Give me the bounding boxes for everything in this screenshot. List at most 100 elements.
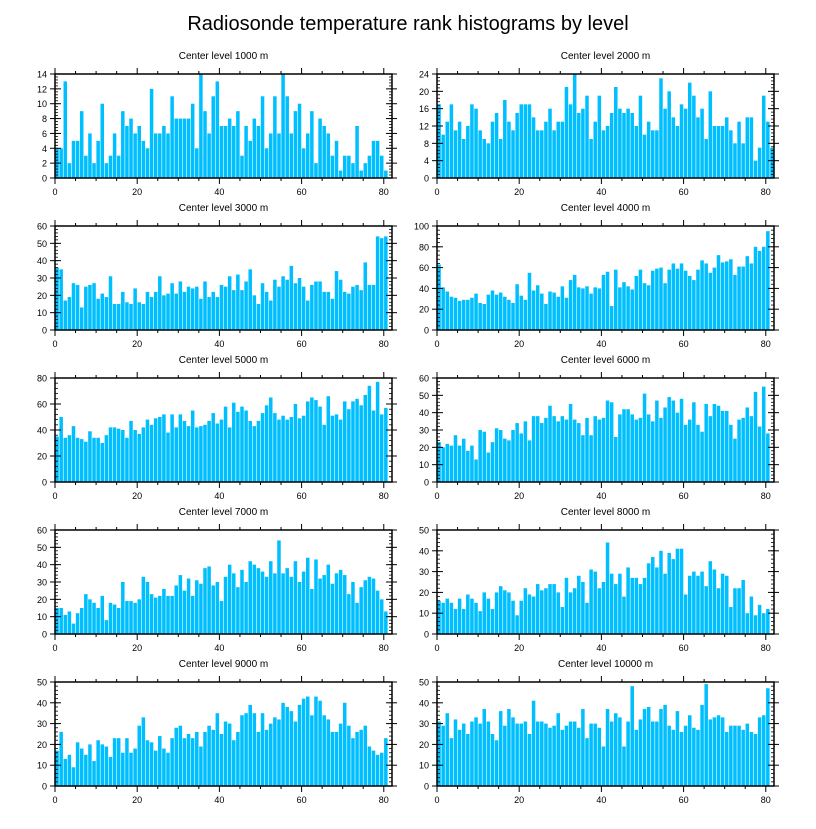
histogram-bar [523, 421, 528, 482]
histogram-bar [190, 595, 195, 634]
histogram-bar [375, 754, 380, 786]
y-tick-label: 20 [37, 291, 47, 301]
histogram-bar [162, 126, 166, 178]
histogram-bar [659, 78, 663, 178]
histogram-bar [552, 416, 556, 482]
histogram-bar [318, 281, 322, 330]
histogram-bar [437, 721, 441, 786]
histogram-bar [326, 291, 331, 330]
histogram-bar [712, 717, 717, 786]
histogram-bar [667, 552, 671, 634]
histogram-bar [281, 415, 285, 482]
histogram-bar [507, 440, 511, 482]
histogram-bar [232, 573, 236, 634]
y-tick-label: 50 [37, 678, 47, 688]
y-tick-label: 24 [419, 70, 429, 80]
histogram-bar [195, 286, 199, 330]
histogram-bar [449, 445, 454, 482]
histogram-bar [704, 139, 708, 178]
histogram-bar [297, 582, 302, 634]
histogram-bar [137, 126, 142, 178]
histogram-bar [281, 74, 285, 178]
histogram-bar [342, 575, 347, 634]
histogram-bar [104, 620, 109, 634]
histogram-bar [219, 419, 224, 482]
histogram-bar [186, 286, 191, 330]
histogram-bar [498, 292, 503, 330]
histogram-bar [84, 155, 88, 178]
histogram-bar [359, 587, 363, 634]
y-tick-label: 10 [419, 460, 429, 470]
histogram-bar [195, 148, 199, 178]
y-tick-label: 20 [419, 443, 429, 453]
histogram-bar [232, 126, 236, 178]
histogram-bar [59, 269, 63, 330]
histogram-bar [108, 756, 113, 786]
histogram-bar [618, 414, 622, 482]
histogram-bar [195, 731, 199, 786]
y-tick-label: 40 [419, 284, 429, 294]
histogram-bar [535, 416, 540, 482]
histogram-bar [622, 282, 626, 330]
histogram-bar [363, 262, 368, 330]
x-tick-label: 20 [132, 491, 142, 501]
histogram-bar [642, 393, 647, 482]
histogram-bar [552, 292, 556, 330]
histogram-bar [310, 111, 314, 178]
histogram-bar [683, 108, 688, 178]
histogram-bar [609, 113, 614, 178]
histogram-bar [761, 386, 766, 482]
histogram-bar [441, 287, 445, 330]
histogram-bar [761, 246, 766, 330]
histogram-bar [248, 140, 252, 178]
histogram-bar [630, 577, 634, 634]
y-tick-label: 0 [42, 782, 47, 792]
histogram-bar [704, 263, 708, 330]
histogram-bar [75, 437, 80, 482]
histogram-bar [178, 414, 183, 482]
histogram-bar [96, 740, 100, 786]
histogram-bar [342, 155, 347, 178]
x-tick-label: 40 [214, 643, 224, 653]
histogram-bar [700, 704, 704, 786]
histogram-bar [121, 430, 125, 482]
histogram-bar [104, 435, 109, 482]
histogram-bar [260, 96, 265, 178]
histogram-bar [729, 424, 733, 482]
histogram-bar [297, 418, 302, 482]
histogram-bar [589, 723, 593, 786]
histogram-bar [236, 274, 240, 330]
histogram-bar [55, 436, 59, 482]
histogram-bar [605, 542, 610, 634]
histogram-bar [667, 91, 671, 178]
histogram-bar [675, 412, 680, 482]
histogram-bar [75, 613, 80, 634]
histogram-bar [92, 602, 96, 634]
x-tick-label: 40 [596, 643, 606, 653]
histogram-bar [211, 729, 215, 786]
y-tick-label: 12 [37, 84, 47, 94]
histogram-bar [568, 721, 573, 786]
histogram-bar [207, 297, 211, 330]
histogram-bar [223, 286, 228, 330]
histogram-bar [232, 290, 236, 330]
histogram-bar [149, 742, 154, 786]
histogram-bar [634, 126, 639, 178]
histogram-bar [441, 602, 445, 634]
histogram-bar [453, 435, 458, 482]
histogram-bar [581, 435, 585, 482]
y-tick-label: 0 [424, 478, 429, 488]
histogram-bar [659, 709, 663, 786]
histogram-bar [359, 290, 363, 330]
histogram-bar [112, 133, 117, 178]
x-tick-label: 0 [52, 491, 57, 501]
histogram-bar [577, 113, 581, 178]
histogram-bar [359, 405, 363, 482]
histogram-bar [355, 398, 359, 482]
histogram-bar [696, 117, 700, 178]
x-tick-label: 20 [132, 643, 142, 653]
histogram-bar [445, 291, 450, 330]
histogram-bar [564, 419, 569, 482]
histogram-bar [100, 595, 105, 634]
x-tick-label: 40 [596, 339, 606, 349]
